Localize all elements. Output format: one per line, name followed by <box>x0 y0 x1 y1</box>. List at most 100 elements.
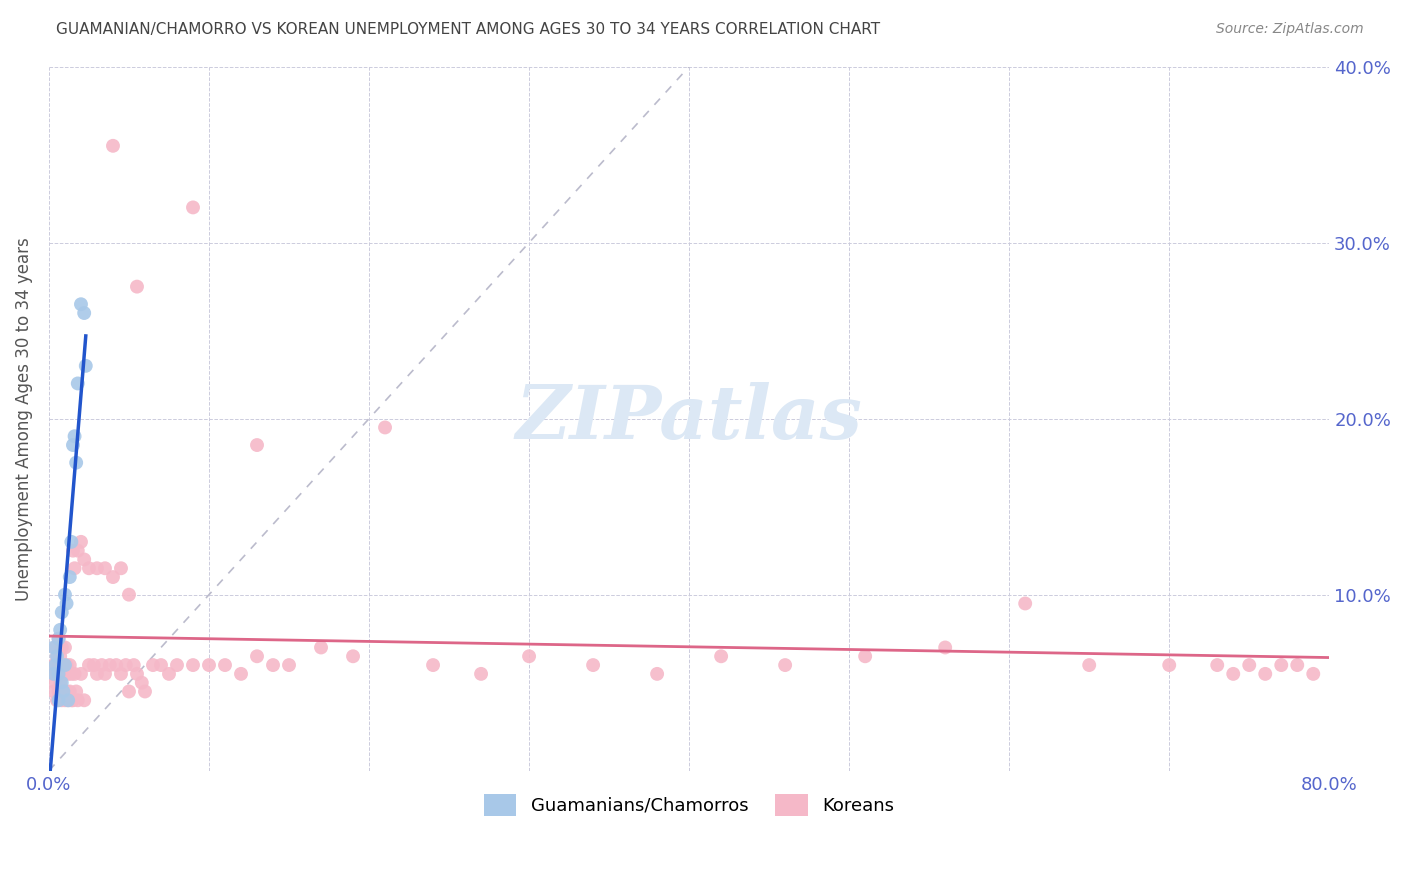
Point <box>42 666 65 681</box>
Point <box>90 658 112 673</box>
Point <box>710 649 733 664</box>
Point <box>49 675 72 690</box>
Point <box>48 632 70 646</box>
Point <box>59 684 82 698</box>
Point <box>46 649 69 664</box>
Point <box>229 666 252 681</box>
Point <box>83 658 105 673</box>
Point <box>51 675 73 690</box>
Point <box>118 588 141 602</box>
Point <box>52 684 75 698</box>
Point <box>53 666 76 681</box>
Point <box>63 666 86 681</box>
Point <box>142 658 165 673</box>
Point <box>470 666 492 681</box>
Point <box>114 658 136 673</box>
Point <box>65 456 87 470</box>
Point <box>62 543 84 558</box>
Point <box>63 561 86 575</box>
Point <box>52 684 75 698</box>
Point <box>86 666 108 681</box>
Point <box>60 666 83 681</box>
Point <box>55 684 77 698</box>
Point <box>934 640 956 655</box>
Point <box>125 279 148 293</box>
Point <box>517 649 540 664</box>
Point <box>59 658 82 673</box>
Point <box>42 640 65 655</box>
Point <box>56 693 79 707</box>
Point <box>77 658 100 673</box>
Point <box>70 666 93 681</box>
Point <box>73 693 96 707</box>
Point <box>1270 658 1292 673</box>
Point <box>75 359 97 373</box>
Point <box>66 543 89 558</box>
Point <box>582 658 605 673</box>
Point <box>46 666 69 681</box>
Point <box>44 675 66 690</box>
Point <box>63 429 86 443</box>
Point <box>101 138 124 153</box>
Point <box>853 649 876 664</box>
Point <box>110 666 132 681</box>
Point <box>342 649 364 664</box>
Point <box>66 376 89 391</box>
Point <box>66 693 89 707</box>
Point <box>110 561 132 575</box>
Point <box>166 658 188 673</box>
Point <box>48 666 70 681</box>
Point <box>1254 666 1277 681</box>
Point <box>1302 666 1324 681</box>
Point <box>422 658 444 673</box>
Point <box>134 684 156 698</box>
Point <box>60 534 83 549</box>
Point <box>125 666 148 681</box>
Point <box>1239 658 1261 673</box>
Point <box>44 640 66 655</box>
Point <box>94 561 117 575</box>
Point <box>52 658 75 673</box>
Point <box>42 684 65 698</box>
Text: GUAMANIAN/CHAMORRO VS KOREAN UNEMPLOYMENT AMONG AGES 30 TO 34 YEARS CORRELATION : GUAMANIAN/CHAMORRO VS KOREAN UNEMPLOYMEN… <box>56 22 880 37</box>
Point <box>309 640 332 655</box>
Point <box>198 658 221 673</box>
Point <box>51 605 73 619</box>
Text: ZIPatlas: ZIPatlas <box>516 383 862 455</box>
Point <box>48 684 70 698</box>
Point <box>131 675 153 690</box>
Point <box>70 297 93 311</box>
Point <box>1014 597 1036 611</box>
Point <box>1222 666 1244 681</box>
Point <box>46 649 69 664</box>
Y-axis label: Unemployment Among Ages 30 to 34 years: Unemployment Among Ages 30 to 34 years <box>15 236 32 600</box>
Point <box>49 623 72 637</box>
Point <box>246 438 269 452</box>
Point <box>53 640 76 655</box>
Point <box>60 693 83 707</box>
Point <box>73 306 96 320</box>
Point <box>59 570 82 584</box>
Point <box>55 658 77 673</box>
Point <box>65 684 87 698</box>
Point <box>73 552 96 566</box>
Legend: Guamanians/Chamorros, Koreans: Guamanians/Chamorros, Koreans <box>475 785 904 825</box>
Point <box>48 658 70 673</box>
Point <box>118 684 141 698</box>
Point <box>105 658 128 673</box>
Point <box>56 666 79 681</box>
Point <box>44 658 66 673</box>
Point <box>55 597 77 611</box>
Point <box>1159 658 1181 673</box>
Point <box>157 666 180 681</box>
Point <box>86 561 108 575</box>
Point <box>48 632 70 646</box>
Point <box>181 201 204 215</box>
Point <box>53 658 76 673</box>
Point <box>773 658 796 673</box>
Point <box>181 658 204 673</box>
Point <box>70 534 93 549</box>
Point <box>262 658 284 673</box>
Point <box>1286 658 1309 673</box>
Point <box>1078 658 1101 673</box>
